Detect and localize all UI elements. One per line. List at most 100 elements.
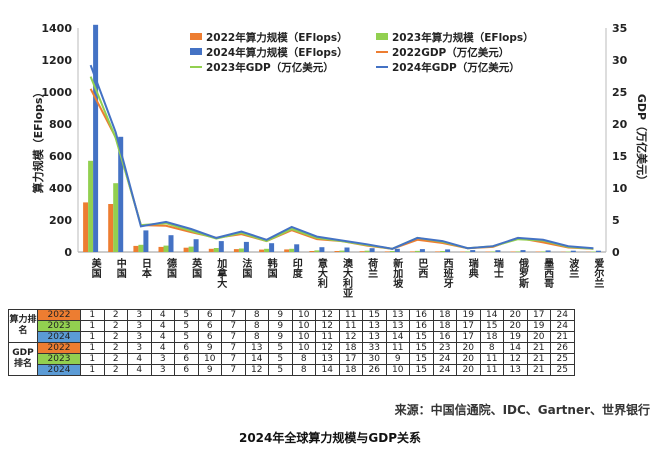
ranking-value-cell: 7 <box>221 320 246 332</box>
ranking-value-cell: 1 <box>80 364 105 376</box>
bar-3-19 <box>545 250 551 252</box>
ranking-value-cell: 24 <box>550 309 575 321</box>
ranking-value-cell: 20 <box>526 331 551 343</box>
legend-label: 2023年GDP（万亿美元） <box>206 61 334 74</box>
ranking-value-cell: 26 <box>550 342 575 354</box>
ranking-value-cell: 4 <box>150 320 175 332</box>
x-tick-label: 中国 <box>114 257 126 279</box>
ranking-value-cell: 9 <box>197 364 222 376</box>
bar-1-8 <box>259 249 265 252</box>
x-tick-label: 瑞士 <box>491 257 503 278</box>
y2-tick-label: 5 <box>612 214 620 227</box>
ranking-value-cell: 6 <box>197 331 222 343</box>
ranking-value-cell: 25 <box>550 364 575 376</box>
x-tick-label: 德国 <box>165 257 178 279</box>
ranking-value-cell: 18 <box>479 331 504 343</box>
ranking-value-cell: 16 <box>432 331 457 343</box>
bar-3-11 <box>344 247 350 252</box>
series-line-2 <box>89 76 594 250</box>
legend-label: 2023年算力规模（EFlops） <box>392 31 534 44</box>
ranking-value-cell: 24 <box>432 364 457 376</box>
ranking-value-cell: 10 <box>197 353 222 365</box>
x-tick-label: 印度 <box>290 258 302 279</box>
ranking-value-cell: 11 <box>315 331 340 343</box>
ranking-value-cell: 3 <box>127 320 152 332</box>
ranking-value-cell: 18 <box>338 342 363 354</box>
bar-2-9 <box>289 248 295 252</box>
bar-3-1 <box>93 24 99 252</box>
ranking-value-cell: 8 <box>291 364 316 376</box>
y2-tick-label: 15 <box>612 150 627 163</box>
bar-2-1 <box>88 160 94 252</box>
ranking-value-cell: 16 <box>409 309 434 321</box>
bar-2-20 <box>565 251 571 252</box>
ranking-value-cell: 30 <box>362 353 387 365</box>
bar-2-19 <box>540 251 546 252</box>
ranking-value-cell: 11 <box>338 309 363 321</box>
ranking-value-cell: 18 <box>432 320 457 332</box>
ranking-value-cell: 20 <box>456 364 481 376</box>
y-tick-label: 400 <box>49 182 72 195</box>
ranking-value-cell: 17 <box>456 331 481 343</box>
bar-3-18 <box>520 250 526 252</box>
y2-axis-label: GDP（万亿美元） <box>635 94 649 186</box>
ranking-value-cell: 20 <box>503 320 528 332</box>
ranking-value-cell: 15 <box>362 309 387 321</box>
x-tick-label: 波兰 <box>567 257 579 278</box>
ranking-value-cell: 7 <box>221 353 246 365</box>
x-tick-label: 意大利 <box>315 257 327 289</box>
bar-3-20 <box>570 250 576 252</box>
ranking-value-cell: 21 <box>526 353 551 365</box>
bar-2-4 <box>163 245 169 252</box>
y2-tick-label: 20 <box>612 118 628 131</box>
bar-3-8 <box>269 243 275 252</box>
ranking-value-cell: 17 <box>526 309 551 321</box>
ranking-value-cell: 12 <box>315 320 340 332</box>
bar-3-2 <box>118 136 124 252</box>
y2-tick-label: 0 <box>612 246 620 259</box>
ranking-value-cell: 4 <box>127 364 152 376</box>
ranking-group-label: GDP排名 <box>8 342 38 376</box>
ranking-value-cell: 21 <box>550 331 575 343</box>
bar-2-18 <box>515 251 521 252</box>
y-tick-label: 1000 <box>41 86 72 99</box>
ranking-value-cell: 11 <box>338 320 363 332</box>
source-note: 来源：中国信通院、IDC、Gartner、世界银行 <box>394 403 650 417</box>
legend-label: 2022GDP（万亿美元） <box>392 46 509 59</box>
ranking-value-cell: 26 <box>362 364 387 376</box>
ranking-value-cell: 4 <box>150 331 175 343</box>
ranking-value-cell: 1 <box>80 320 105 332</box>
ranking-value-cell: 11 <box>385 342 410 354</box>
ranking-value-cell: 2 <box>103 353 128 365</box>
bar-1-15 <box>435 251 441 252</box>
bar-1-14 <box>409 251 415 252</box>
x-tick-label: 瑞典 <box>466 257 478 279</box>
ranking-value-cell: 9 <box>268 320 293 332</box>
ranking-value-cell: 14 <box>479 309 504 321</box>
ranking-value-cell: 14 <box>503 342 528 354</box>
x-tick-label: 墨西哥 <box>542 258 554 289</box>
bar-3-9 <box>294 244 300 252</box>
ranking-value-cell: 7 <box>221 364 246 376</box>
series-line-3 <box>89 64 594 250</box>
ranking-value-cell: 5 <box>174 309 199 321</box>
series-line-1 <box>89 88 594 250</box>
ranking-value-cell: 1 <box>80 309 105 321</box>
y-tick-label: 200 <box>49 214 72 227</box>
ranking-value-cell: 8 <box>244 320 269 332</box>
y2-tick-label: 25 <box>612 86 627 99</box>
ranking-value-cell: 4 <box>150 309 175 321</box>
ranking-value-cell: 20 <box>456 353 481 365</box>
ranking-row: 2024 1 2 4 3 6 9 7 12 5 8 14 18 26 10 15 24 20 11 13 21 25 <box>9 364 575 376</box>
x-tick-label: 新加坡 <box>391 257 404 289</box>
ranking-value-cell: 24 <box>432 353 457 365</box>
ranking-value-cell: 5 <box>268 364 293 376</box>
ranking-value-cell: 5 <box>268 342 293 354</box>
legend-swatch <box>190 33 202 40</box>
x-tick-label: 荷兰 <box>366 257 379 278</box>
x-tick-label: 俄罗斯 <box>517 257 530 289</box>
ranking-value-cell: 10 <box>291 331 316 343</box>
bar-2-16 <box>465 251 471 252</box>
ranking-value-cell: 7 <box>221 342 246 354</box>
y-tick-label: 0 <box>64 246 72 259</box>
